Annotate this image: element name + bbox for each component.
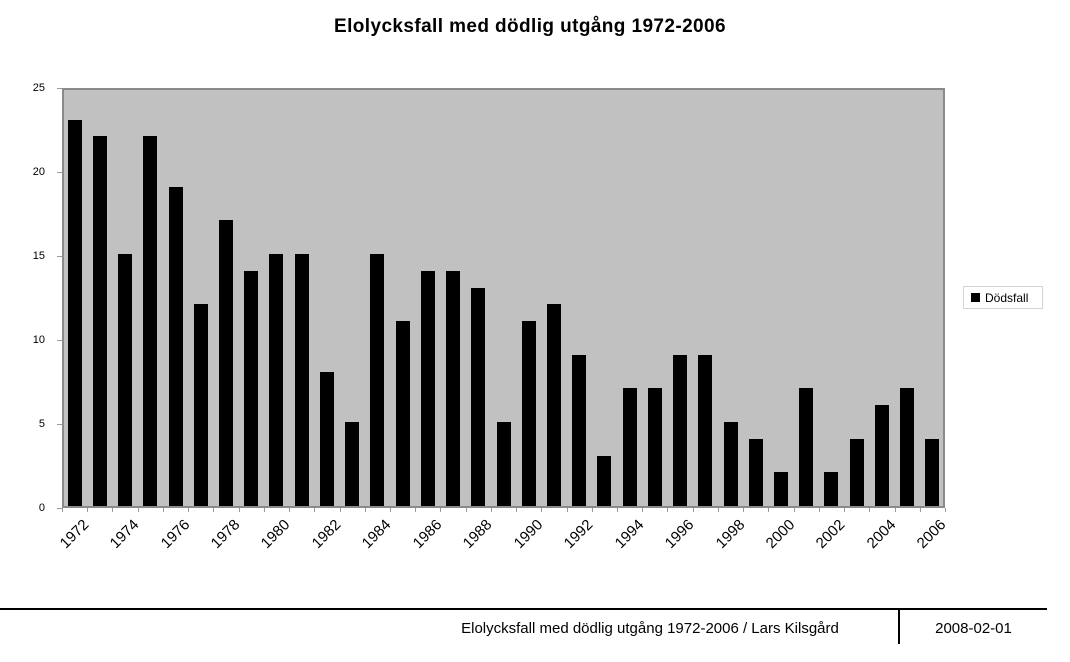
y-tick (57, 508, 62, 509)
bar-1995 (647, 388, 662, 506)
x-tick (415, 508, 417, 512)
x-tick (314, 508, 316, 512)
bar-1998 (723, 422, 738, 506)
bar-1994 (622, 388, 637, 506)
x-tick (617, 508, 619, 512)
bar-2004 (874, 405, 889, 506)
bar-1987 (446, 270, 461, 506)
y-tick (57, 88, 62, 89)
x-tick (465, 508, 467, 512)
bar-1975 (143, 136, 158, 506)
footer-divider-line (0, 608, 1047, 610)
bar-1986 (420, 270, 435, 506)
bar-1990 (521, 321, 536, 506)
y-tick-label-10: 10 (32, 334, 45, 346)
y-tick-label-0: 0 (38, 502, 45, 514)
x-tick (188, 508, 190, 512)
bar-1974 (118, 254, 133, 506)
x-tick (238, 508, 240, 512)
x-tick (112, 508, 114, 512)
x-tick (440, 508, 442, 512)
bar-1991 (546, 304, 561, 506)
bar-1980 (269, 254, 284, 506)
y-tick-label-25: 25 (32, 82, 45, 94)
x-tick (818, 508, 820, 512)
bar-1984 (370, 254, 385, 506)
x-tick (490, 508, 492, 512)
x-tick (263, 508, 265, 512)
x-tick (541, 508, 543, 512)
legend-swatch-icon (971, 293, 980, 302)
y-tick-label-5: 5 (38, 418, 45, 430)
x-tick (364, 508, 366, 512)
x-tick (743, 508, 745, 512)
y-tick (57, 340, 62, 341)
bar-1999 (748, 438, 763, 506)
x-tick (213, 508, 215, 512)
bar-2001 (799, 388, 814, 506)
x-tick (667, 508, 669, 512)
bar-2003 (849, 438, 864, 506)
x-tick (62, 508, 63, 512)
plot-area (62, 88, 945, 508)
footer-caption: Elolycksfall med dödlig utgång 1972-2006… (461, 620, 839, 637)
x-tick (566, 508, 568, 512)
y-tick (57, 256, 62, 257)
bar-1993 (597, 455, 612, 506)
bar-1979 (244, 270, 259, 506)
x-tick (844, 508, 846, 512)
bar-2006 (925, 438, 940, 506)
bar-1981 (294, 254, 309, 506)
bar-1982 (319, 371, 334, 506)
bar-2005 (900, 388, 915, 506)
bar-1985 (395, 321, 410, 506)
bar-1997 (698, 354, 713, 506)
x-tick (642, 508, 644, 512)
footer-date: 2008-02-01 (935, 620, 1012, 637)
y-tick-label-15: 15 (32, 250, 45, 262)
bar-2000 (774, 472, 788, 506)
footer-separator-line (898, 610, 900, 644)
x-tick (894, 508, 896, 512)
bar-1996 (673, 354, 688, 506)
x-tick (87, 508, 89, 512)
x-tick (945, 508, 946, 512)
x-tick (591, 508, 593, 512)
bar-1992 (572, 354, 587, 506)
bar-1989 (496, 422, 511, 506)
bar-1983 (345, 422, 360, 506)
legend-label: Dödsfall (985, 290, 1029, 305)
x-tick (692, 508, 694, 512)
y-tick (57, 424, 62, 425)
bar-1972 (67, 119, 82, 506)
x-tick (717, 508, 719, 512)
bar-1978 (218, 220, 233, 506)
x-tick (289, 508, 291, 512)
bar-2002 (824, 472, 839, 506)
x-tick (389, 508, 391, 512)
x-tick (339, 508, 341, 512)
y-tick-label-20: 20 (32, 166, 45, 178)
x-tick (869, 508, 871, 512)
x-tick (162, 508, 164, 512)
chart-title: Elolycksfall med dödlig utgång 1972-2006 (334, 16, 726, 37)
legend: Dödsfall (963, 286, 1043, 309)
x-tick (919, 508, 921, 512)
bar-1988 (471, 287, 486, 506)
bar-1973 (92, 136, 107, 506)
x-tick (793, 508, 795, 512)
x-tick (137, 508, 139, 512)
x-tick (516, 508, 518, 512)
bar-1977 (193, 304, 208, 506)
x-tick (768, 508, 770, 512)
bar-1976 (168, 186, 183, 506)
y-tick (57, 172, 62, 173)
